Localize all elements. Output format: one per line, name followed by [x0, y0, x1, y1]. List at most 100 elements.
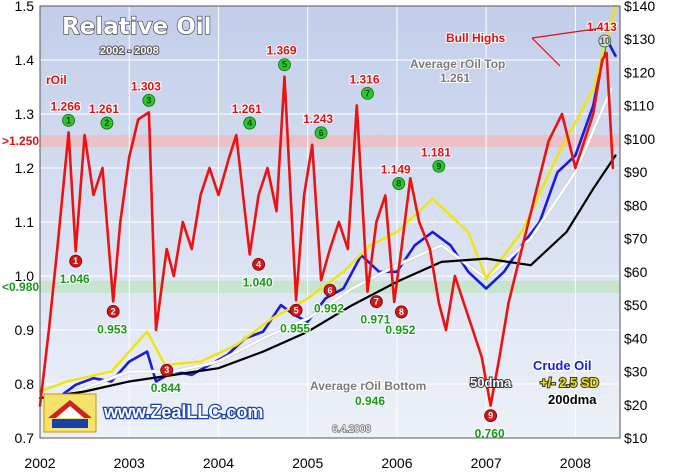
- trough-marker-4: [252, 257, 266, 271]
- x-tick-2: 2003: [114, 455, 145, 471]
- y-right-tick-10: $100: [624, 131, 655, 147]
- y-right-tick-4: $40: [624, 330, 648, 346]
- avg-top-value: 1.261: [440, 71, 470, 85]
- y-left-tick-2: 0.8: [15, 376, 35, 392]
- ref-band-label-2: <0.980: [2, 280, 39, 294]
- trough-marker-num-3: 3: [164, 365, 169, 375]
- peak-marker-num-10: 10: [600, 36, 610, 46]
- x-tick-4: 2005: [292, 455, 323, 471]
- y-right-tick-6: $60: [624, 264, 648, 280]
- y-left-tick-7: 1.3: [15, 106, 35, 122]
- y-right-tick-8: $80: [624, 197, 648, 213]
- peak-marker-num-9: 9: [436, 161, 441, 171]
- y-left-tick-4: 1.0: [15, 268, 35, 284]
- trough-marker-num-8: 8: [399, 307, 404, 317]
- trough-marker-num-1: 1: [73, 256, 78, 266]
- y-left-tick-6: 1.2: [15, 160, 35, 176]
- y-left-tick-8: 1.4: [15, 52, 35, 68]
- y-right-tick-9: $90: [624, 164, 648, 180]
- x-tick-5: 2006: [381, 455, 412, 471]
- chart-subtitle: 2002 - 2008: [100, 45, 159, 57]
- trough-marker-1: [69, 254, 83, 268]
- trough-marker-8: [394, 305, 408, 319]
- trough-value-8: 0.952: [385, 323, 415, 337]
- trough-marker-5: [289, 303, 303, 317]
- peak-marker-4: [243, 116, 257, 130]
- y-right-tick-14: $140: [624, 0, 655, 14]
- bull-highs-label: Bull Highs: [446, 31, 506, 45]
- series-line--2-5-sd: [38, 4, 617, 393]
- series-lines: [38, 4, 617, 407]
- y-left-tick-1: 0.7: [15, 430, 35, 446]
- trough-marker-num-7: 7: [374, 297, 379, 307]
- zeal-logo: [43, 393, 97, 433]
- legend-sd: +/- 2.5 SD: [540, 375, 599, 390]
- ref-band-1: [40, 135, 620, 147]
- y-right-tick-12: $120: [624, 64, 655, 80]
- trough-marker-6: [323, 283, 337, 297]
- chart-title: Relative Oil: [62, 14, 212, 40]
- y-right-tick-13: $130: [624, 31, 655, 47]
- peak-value-10: 1.413: [587, 20, 617, 34]
- trough-marker-3: [160, 363, 174, 377]
- peak-value-1: 1.266: [51, 99, 81, 113]
- trough-value-4: 1.040: [243, 275, 273, 289]
- trough-value-2: 0.953: [97, 322, 127, 336]
- trough-marker-9: [484, 409, 498, 423]
- peak-marker-num-3: 3: [146, 95, 151, 105]
- peak-marker-8: [392, 177, 406, 190]
- peak-marker-6: [314, 126, 328, 140]
- bull-highs-arrow-1: [531, 37, 561, 67]
- legend-50dma: 50dma: [470, 375, 512, 390]
- trough-value-7: 0.971: [360, 313, 390, 327]
- date-label: 6.4.2008: [332, 424, 371, 435]
- x-tick-3: 2004: [203, 455, 234, 471]
- y-left-tick-5: 1.1: [15, 214, 35, 230]
- trough-marker-num-6: 6: [327, 285, 332, 295]
- avg-bottom-label: Average rOil Bottom: [310, 379, 426, 393]
- trough-marker-num-5: 5: [294, 305, 299, 315]
- y-right-tick-2: $20: [624, 397, 648, 413]
- peak-value-5: 1.369: [266, 44, 296, 58]
- trough-marker-num-9: 9: [488, 411, 493, 421]
- trough-value-1: 1.046: [60, 272, 90, 286]
- series-line-crude-oil: [38, 37, 617, 407]
- x-tick-7: 2008: [560, 455, 591, 471]
- x-tick-1: 2002: [24, 455, 55, 471]
- peak-value-2: 1.261: [89, 102, 119, 116]
- peak-marker-3: [142, 93, 156, 107]
- trough-marker-7: [369, 295, 383, 309]
- trough-value-5: 0.955: [280, 321, 310, 335]
- peak-marker-num-4: 4: [247, 118, 252, 128]
- legend-crude-oil: Crude Oil: [533, 358, 592, 373]
- y-right-tick-5: $50: [624, 297, 648, 313]
- peak-value-7: 1.316: [349, 72, 379, 86]
- peak-marker-num-7: 7: [365, 88, 370, 98]
- y-left-tick-3: 0.9: [15, 322, 35, 338]
- series-line-200dma: [38, 154, 617, 400]
- reference-bands: >1.250 <0.980: [1, 133, 620, 295]
- peak-marker-10: [598, 34, 612, 48]
- roil-label: rOil: [46, 73, 67, 87]
- peak-value-3: 1.303: [131, 79, 161, 93]
- legend-200dma: 200dma: [548, 392, 597, 407]
- website-label: www.ZealLLC.com: [103, 402, 263, 422]
- trough-value-3: 0.844: [151, 381, 181, 395]
- peak-marker-9: [432, 159, 446, 173]
- plot-frame: [39, 5, 621, 439]
- peak-marker-num-5: 5: [282, 60, 287, 70]
- bull-highs-arrow-2: [531, 27, 603, 39]
- x-tick-6: 2007: [471, 455, 502, 471]
- avg-top-label: Average rOil Top: [410, 57, 505, 71]
- avg-bottom-value: 0.946: [355, 394, 385, 408]
- peak-value-6: 1.243: [303, 112, 333, 126]
- y-right-tick-11: $110: [624, 98, 654, 114]
- peak-value-8: 1.149: [381, 163, 411, 177]
- peak-value-9: 1.181: [421, 145, 451, 159]
- y-right-tick-3: $30: [624, 364, 648, 380]
- peak-marker-num-8: 8: [396, 179, 401, 189]
- peak-marker-num-1: 1: [66, 115, 71, 125]
- peak-marker-1: [62, 113, 75, 127]
- peak-marker-5: [278, 58, 291, 72]
